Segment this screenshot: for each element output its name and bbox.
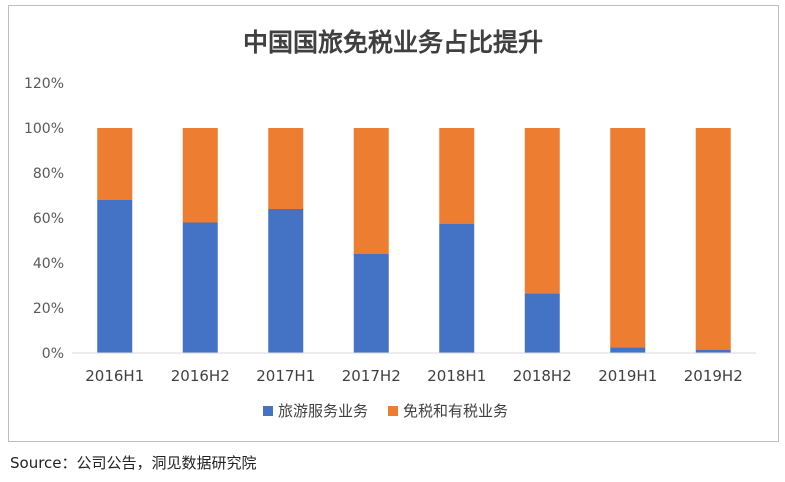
legend-swatch bbox=[263, 406, 273, 416]
y-tick-label: 40% bbox=[33, 256, 64, 272]
bar-travel-service-2016H2 bbox=[182, 222, 218, 353]
bar-duty-free-2016H2 bbox=[182, 128, 218, 223]
bar-duty-free-2017H1 bbox=[268, 128, 304, 209]
y-tick-label: 120% bbox=[24, 76, 64, 92]
bar-travel-service-2017H2 bbox=[353, 254, 389, 353]
legend-swatch bbox=[388, 406, 398, 416]
x-tick-label: 2016H2 bbox=[171, 367, 230, 385]
bar-travel-service-2017H1 bbox=[268, 209, 304, 353]
y-tick-label: 20% bbox=[33, 301, 64, 317]
bar-travel-service-2019H2 bbox=[695, 349, 731, 353]
bar-duty-free-2018H2 bbox=[524, 128, 560, 294]
x-tick-label: 2019H1 bbox=[598, 367, 657, 385]
bar-travel-service-2019H1 bbox=[610, 347, 646, 353]
chart-title: 中国国旅免税业务占比提升 bbox=[243, 28, 543, 57]
chart-frame: 中国国旅免税业务占比提升 0% 20% 40% 60% 80% 100% 120% 2016… bbox=[8, 5, 779, 442]
bar-travel-service-2016H1 bbox=[97, 200, 133, 353]
x-tick-label: 2017H2 bbox=[342, 367, 401, 385]
bar-duty-free-2019H1 bbox=[610, 128, 646, 348]
x-tick-label: 2016H1 bbox=[85, 367, 144, 385]
x-tick-label: 2019H2 bbox=[684, 367, 743, 385]
y-tick-label: 100% bbox=[24, 121, 64, 137]
bar-duty-free-2016H1 bbox=[97, 128, 133, 200]
bar-duty-free-2017H2 bbox=[353, 128, 389, 254]
x-tick-label: 2018H1 bbox=[427, 367, 486, 385]
bar-duty-free-2019H2 bbox=[695, 128, 731, 350]
x-tick-label: 2017H1 bbox=[256, 367, 315, 385]
legend-label: 旅游服务业务 bbox=[278, 402, 368, 420]
legend: 旅游服务业务 免税和有税业务 bbox=[263, 402, 508, 420]
y-tick-label: 0% bbox=[42, 346, 64, 362]
source-note: Source：公司公告，洞见数据研究院 bbox=[10, 454, 257, 472]
bar-travel-service-2018H2 bbox=[524, 293, 560, 353]
bar-duty-free-2018H1 bbox=[439, 128, 475, 224]
legend-label: 免税和有税业务 bbox=[403, 402, 508, 420]
x-tick-label: 2018H2 bbox=[513, 367, 572, 385]
y-tick-label: 60% bbox=[33, 211, 64, 227]
stacked-bar-chart: 中国国旅免税业务占比提升 0% 20% 40% 60% 80% 100% 120% 2016… bbox=[24, 28, 756, 420]
bar-travel-service-2018H1 bbox=[439, 223, 475, 353]
y-tick-label: 80% bbox=[33, 166, 64, 182]
